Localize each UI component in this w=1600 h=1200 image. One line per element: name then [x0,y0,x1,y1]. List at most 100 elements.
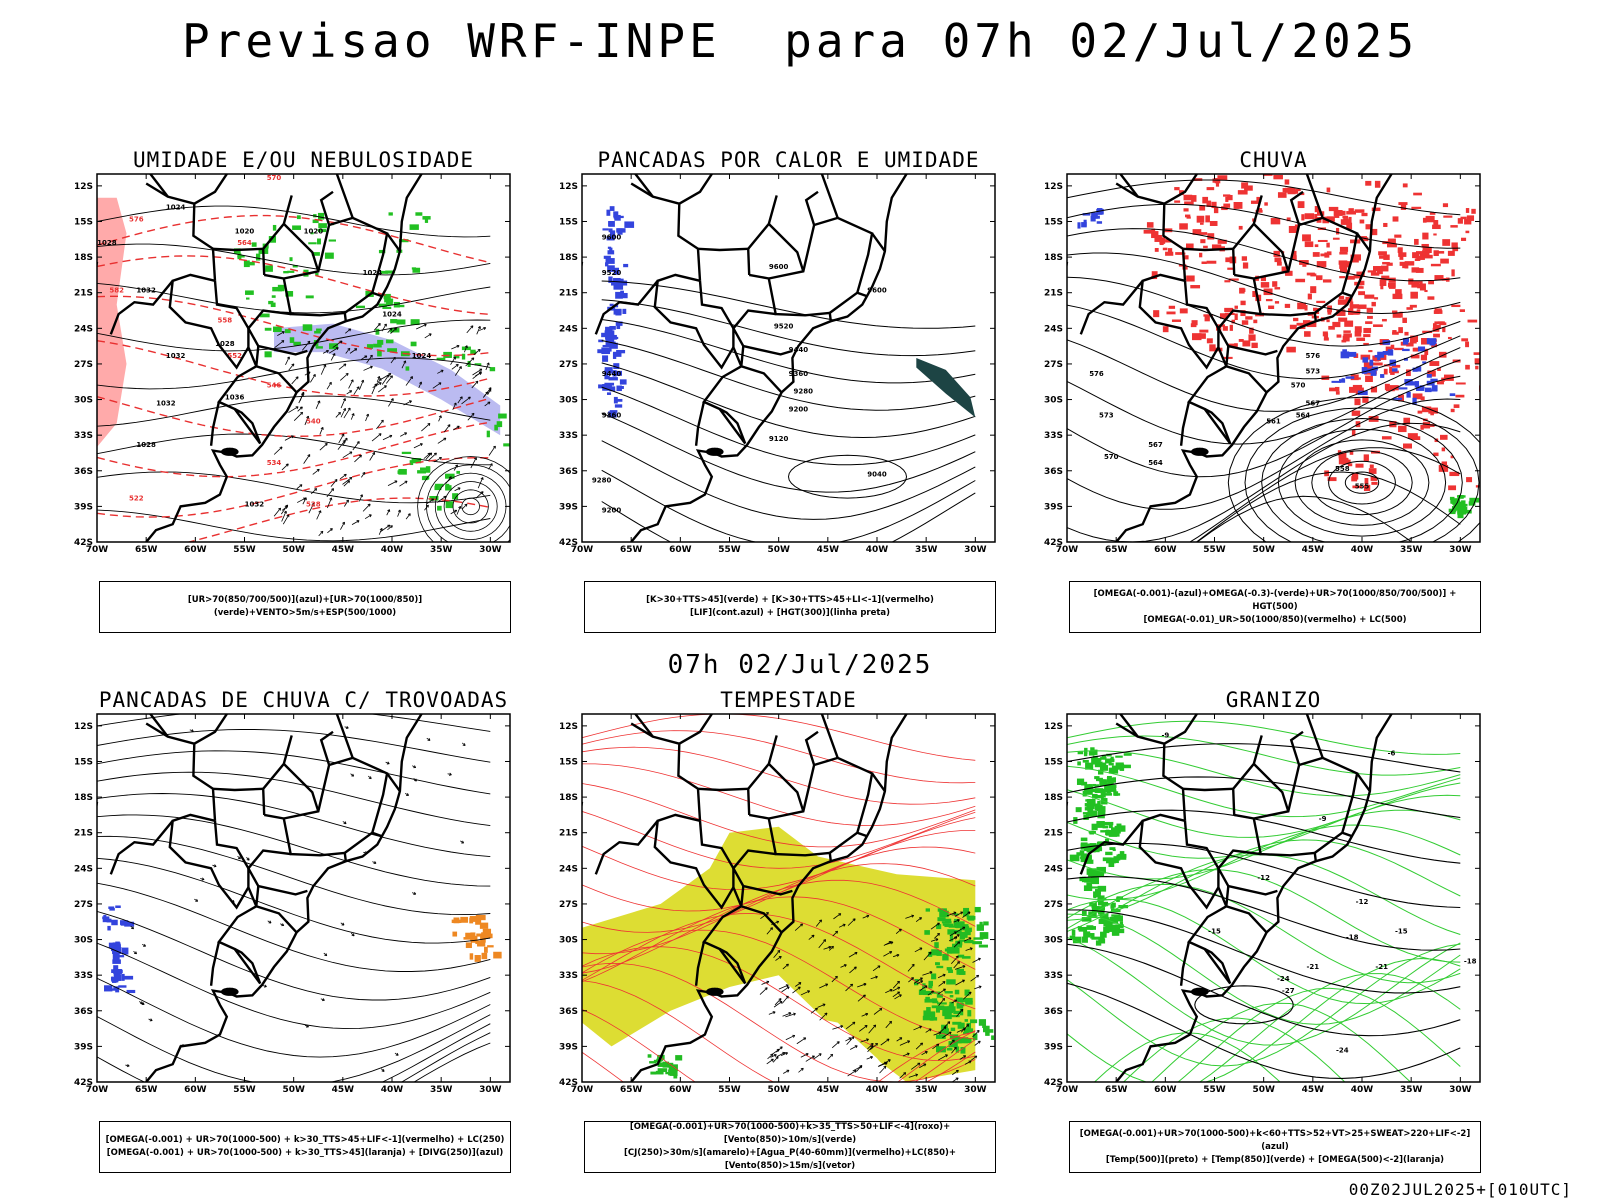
lon-tick-label: 35W [1400,1085,1423,1095]
shaded-area [1086,868,1097,875]
contour-label: -12 [1356,898,1369,906]
shaded-area [1304,241,1314,248]
lon-tick-label: 60W [184,1085,207,1095]
shaded-area [602,344,611,348]
shaded-area [612,267,620,272]
shaded-area [1123,753,1132,756]
shaded-area [1482,222,1492,225]
shaded-area [1224,307,1234,313]
wind-vector [452,402,457,410]
wind-vector [361,355,368,360]
shaded-area [1425,215,1435,223]
wind-vector [399,480,408,487]
shaded-area [1242,340,1251,347]
isobar [97,357,491,390]
state-border [633,714,654,738]
shaded-area [272,326,282,333]
shaded-area [1469,497,1480,503]
wind-vector [868,1024,876,1034]
wind-vector [848,952,858,958]
shaded-area [1437,367,1441,371]
wind-vector [861,1013,869,1017]
shaded-area [608,228,613,233]
shaded-area [1342,215,1349,219]
wind-vector [892,980,900,989]
state-border [1298,216,1359,314]
lat-tick-label: 27S [74,360,93,370]
shaded-area [1442,239,1451,246]
wind-vector [925,1028,932,1033]
shaded-area [1392,310,1398,314]
state-border [234,407,262,444]
shaded-area [1403,417,1411,425]
shaded-area [606,392,612,395]
shaded-area [310,232,314,235]
wind-vector [473,349,481,356]
wind-vector [274,340,285,348]
temp850-contour [1067,720,1461,755]
panel-title: TEMPESTADE [720,688,857,712]
contour-label: 573 [1306,367,1321,375]
state-border [1356,772,1371,792]
lat-tick-label: 30S [559,396,578,406]
shaded-area [1420,424,1424,430]
shaded-area [1088,933,1094,936]
shaded-area [1297,302,1306,310]
lon-tick-label: 60W [669,1085,692,1095]
shaded-area [941,921,952,924]
shaded-area [1241,256,1248,261]
shaded-area [1338,260,1348,265]
shaded-area [1198,232,1208,235]
streamline [1067,252,1461,315]
wind-vector [907,963,915,972]
shaded-area [960,1046,966,1054]
wind-vector [476,326,481,335]
contour-label: -6 [1388,750,1396,758]
shaded-area [378,303,387,308]
shaded-area [609,230,616,237]
legend-box: [OMEGA(-0.001) + UR>70(1000-500) + k>30_… [99,1121,511,1173]
lat-tick-label: 12S [559,722,578,732]
state-border [145,722,217,821]
shaded-area [1105,925,1115,932]
shaded-area [1108,824,1113,829]
map-canvas: 9600952094409360928092009120904095209440… [559,173,996,555]
wind-vector [775,956,782,961]
shaded-area [1411,436,1421,441]
lon-tick-label: 60W [1154,1085,1177,1095]
shaded-area [936,993,943,998]
shaded-area [1174,200,1181,203]
shaded-area [1411,267,1420,273]
shaded-area [1332,321,1341,328]
contour-label: -27 [1282,987,1295,995]
wind-vector [773,950,781,958]
shaded-area [1302,234,1311,242]
temp850-contour [1067,750,1461,797]
wind-vector [351,520,360,525]
lon-tick-label: 60W [1154,545,1177,555]
wind-vector [922,971,933,976]
shaded-area [963,1031,969,1035]
shaded-area [1339,262,1347,269]
lon-tick-label: 45W [817,545,840,555]
shaded-area [1213,207,1219,214]
temp850-contour [1067,936,1461,1046]
shaded-area [398,468,407,475]
shaded-area [1369,228,1378,236]
streamline [97,857,491,944]
shaded-area [1403,357,1408,361]
legend-box: [OMEGA(-0.001)-(azul)+OMEGA(-0.3)-(verde… [1069,581,1481,633]
shaded-area [1410,335,1417,342]
shaded-area [1316,275,1323,281]
shaded-area [1284,179,1290,185]
streamline [582,1030,976,1082]
wind-vector [273,507,281,517]
state-border [740,885,783,934]
state-border [283,730,334,820]
shaded-area [964,939,974,944]
shaded-area [1347,463,1353,467]
shaded-area [474,363,482,366]
state-border [1225,885,1268,934]
state-border [1252,223,1290,272]
shaded-area [1102,901,1109,907]
